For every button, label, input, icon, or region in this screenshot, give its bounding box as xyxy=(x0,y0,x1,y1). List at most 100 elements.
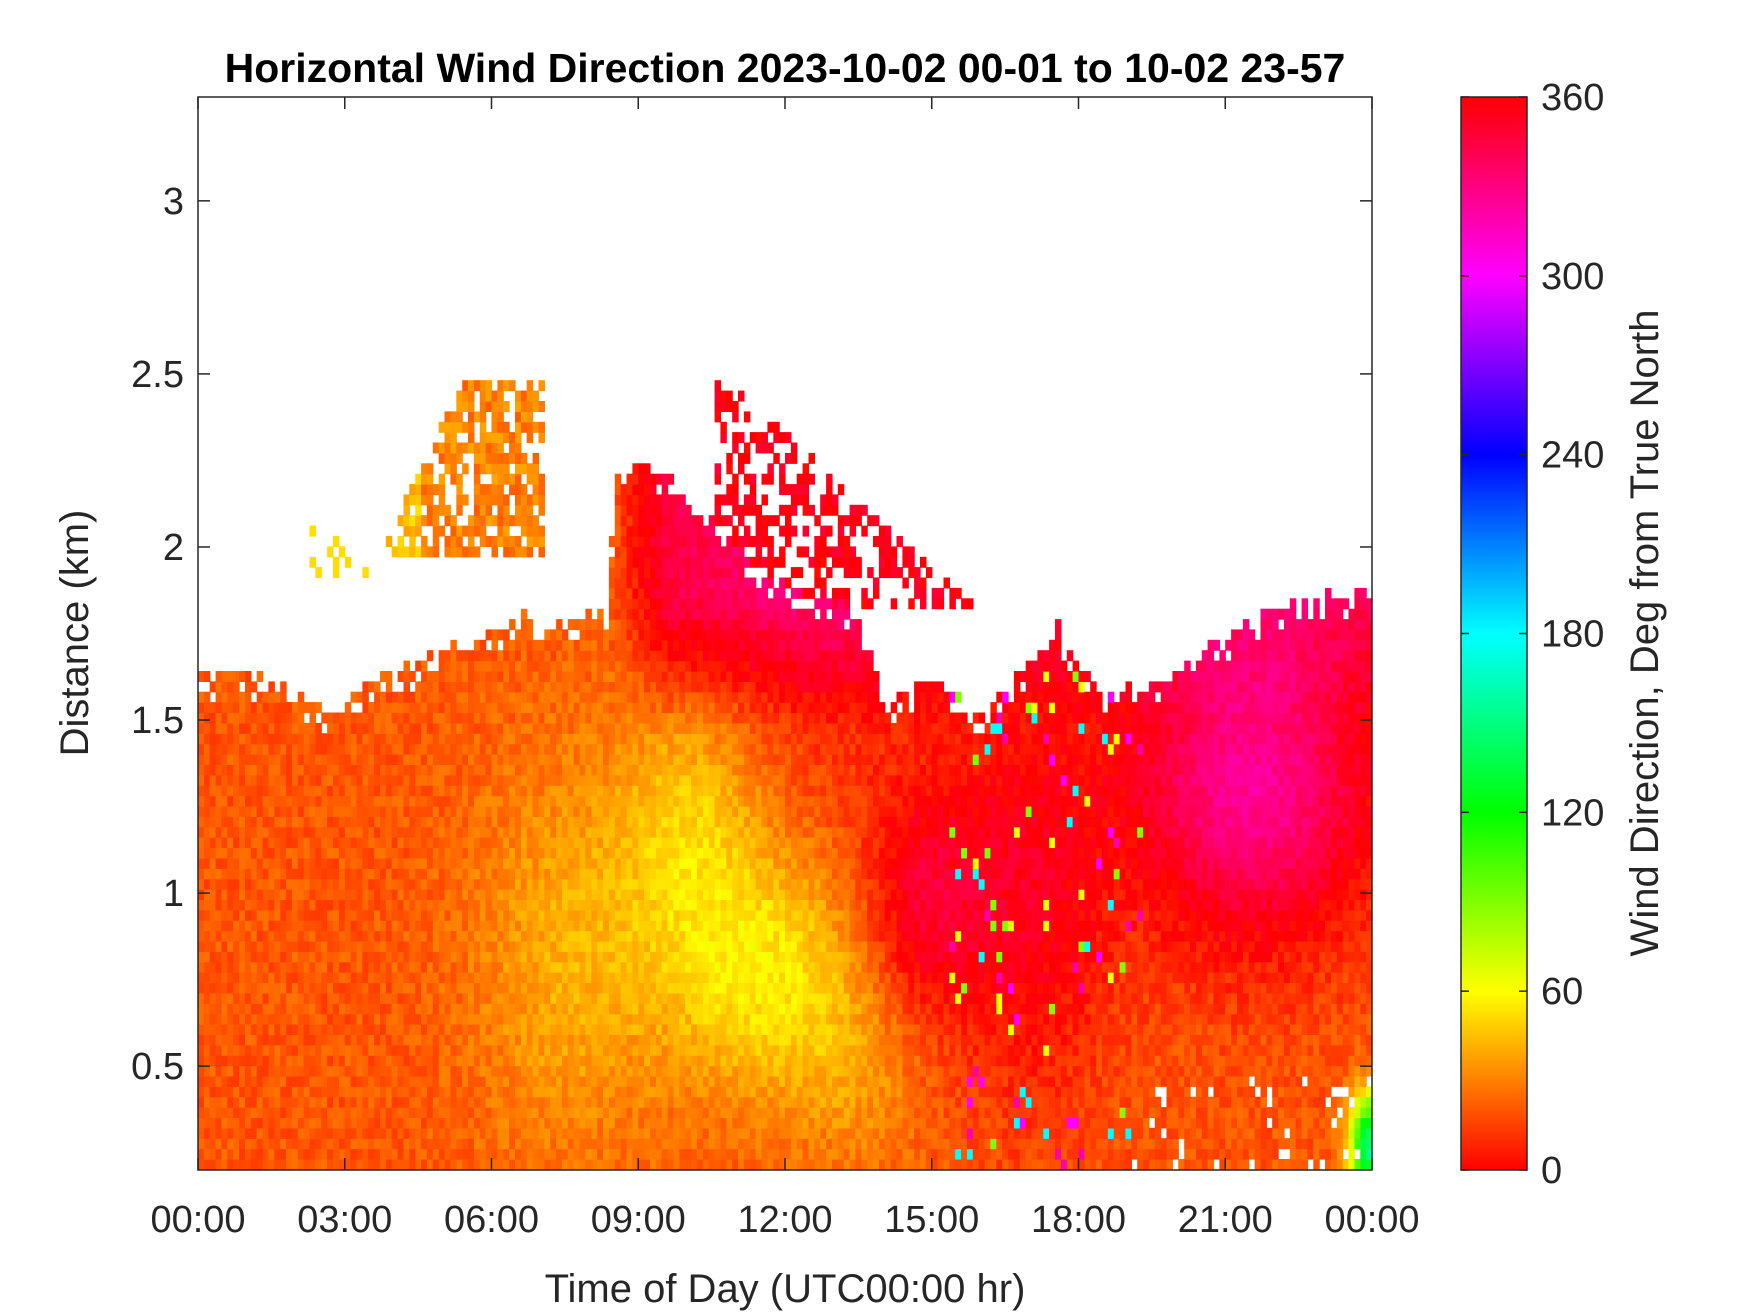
heatmap-cell xyxy=(362,785,369,797)
heatmap-cell xyxy=(203,1013,211,1025)
heatmap-cell xyxy=(479,390,487,402)
heatmap-cell xyxy=(485,1034,493,1046)
heatmap-cell xyxy=(250,795,258,807)
heatmap-cell xyxy=(509,878,516,890)
heatmap-cell xyxy=(221,722,228,734)
heatmap-cell xyxy=(415,889,422,900)
heatmap-cell xyxy=(526,868,534,880)
heatmap-cell xyxy=(614,743,622,755)
heatmap-cell xyxy=(585,733,592,745)
heatmap-cell xyxy=(538,1148,545,1160)
heatmap-cell xyxy=(462,681,469,693)
heatmap-cell xyxy=(415,525,422,537)
heatmap-cell xyxy=(444,660,451,672)
heatmap-cell xyxy=(661,691,669,703)
heatmap-cell xyxy=(227,1138,234,1150)
heatmap-cell xyxy=(291,826,299,838)
heatmap-cell xyxy=(215,878,223,890)
heatmap-cell xyxy=(632,556,639,568)
heatmap-cell xyxy=(374,795,381,807)
heatmap-cell xyxy=(520,1024,528,1035)
heatmap-cell xyxy=(509,774,516,786)
heatmap-cell xyxy=(450,951,457,963)
heatmap-cell xyxy=(327,743,334,755)
heatmap-cell xyxy=(538,889,545,900)
heatmap-cell xyxy=(227,1044,234,1056)
heatmap-cell xyxy=(456,930,463,942)
heatmap-cell xyxy=(667,733,675,745)
heatmap-cell xyxy=(485,1107,493,1119)
heatmap-cell xyxy=(485,764,493,776)
heatmap-cell xyxy=(233,982,240,994)
heatmap-cell xyxy=(209,868,217,880)
heatmap-cell xyxy=(403,930,410,942)
heatmap-cell xyxy=(702,857,710,869)
heatmap-cell xyxy=(344,774,352,786)
heatmap-cell xyxy=(638,754,645,765)
heatmap-cell xyxy=(673,681,680,693)
heatmap-cell xyxy=(415,1086,422,1098)
heatmap-cell xyxy=(203,795,211,807)
heatmap-cell xyxy=(468,442,475,454)
heatmap-cell xyxy=(556,1107,563,1119)
heatmap-cell xyxy=(655,525,663,537)
heatmap-cell xyxy=(485,390,493,402)
heatmap-cell xyxy=(362,722,369,734)
heatmap-cell xyxy=(491,421,498,433)
heatmap-cell xyxy=(644,639,651,651)
heatmap-cell xyxy=(526,691,534,703)
heatmap-cell xyxy=(585,743,592,755)
heatmap-cell xyxy=(620,733,628,745)
heatmap-cell xyxy=(632,702,639,714)
heatmap-cell xyxy=(327,774,334,786)
heatmap-cell xyxy=(579,941,587,952)
heatmap-cell xyxy=(591,1086,598,1098)
heatmap-cell xyxy=(696,629,704,641)
heatmap-cell xyxy=(309,785,316,797)
heatmap-cell xyxy=(573,982,581,994)
heatmap-cell xyxy=(245,992,252,1004)
heatmap-cell xyxy=(356,743,363,755)
heatmap-cell xyxy=(227,671,234,682)
heatmap-cell xyxy=(303,1024,311,1035)
heatmap-cell xyxy=(362,1127,369,1139)
heatmap-cell xyxy=(450,982,457,994)
heatmap-cell xyxy=(444,1148,451,1160)
heatmap-cell xyxy=(245,816,252,828)
heatmap-cell xyxy=(362,806,369,817)
heatmap-cell xyxy=(585,671,592,682)
heatmap-cell xyxy=(479,442,487,454)
heatmap-cell xyxy=(338,1055,346,1067)
heatmap-cell xyxy=(702,691,710,703)
heatmap-cell xyxy=(526,764,534,776)
heatmap-cell xyxy=(561,639,569,651)
heatmap-cell xyxy=(462,1034,469,1046)
heatmap-cell xyxy=(673,992,680,1004)
heatmap-cell xyxy=(544,1138,551,1150)
heatmap-cell xyxy=(438,920,446,932)
heatmap-cell xyxy=(720,702,727,714)
heatmap-cell xyxy=(233,909,240,921)
heatmap-cell xyxy=(620,1024,628,1035)
heatmap-cell xyxy=(333,1034,340,1046)
heatmap-cell xyxy=(655,629,663,641)
heatmap-cell xyxy=(544,1086,551,1098)
heatmap-cell xyxy=(567,868,575,880)
heatmap-cell xyxy=(468,899,475,911)
heatmap-cell xyxy=(338,826,346,838)
heatmap-cell xyxy=(550,712,557,724)
heatmap-cell xyxy=(338,733,346,745)
heatmap-cell xyxy=(603,806,610,817)
heatmap-cell xyxy=(661,577,669,589)
heatmap-cell xyxy=(632,473,639,485)
heatmap-cell xyxy=(333,1055,340,1067)
heatmap-cell xyxy=(215,1055,223,1067)
heatmap-cell xyxy=(561,1003,569,1015)
heatmap-cell xyxy=(702,889,710,900)
heatmap-cell xyxy=(597,868,604,880)
heatmap-cell xyxy=(227,816,234,828)
heatmap-cell xyxy=(667,1075,675,1087)
heatmap-cell xyxy=(215,961,223,973)
heatmap-cell xyxy=(286,1013,293,1025)
heatmap-cell xyxy=(274,1117,281,1129)
